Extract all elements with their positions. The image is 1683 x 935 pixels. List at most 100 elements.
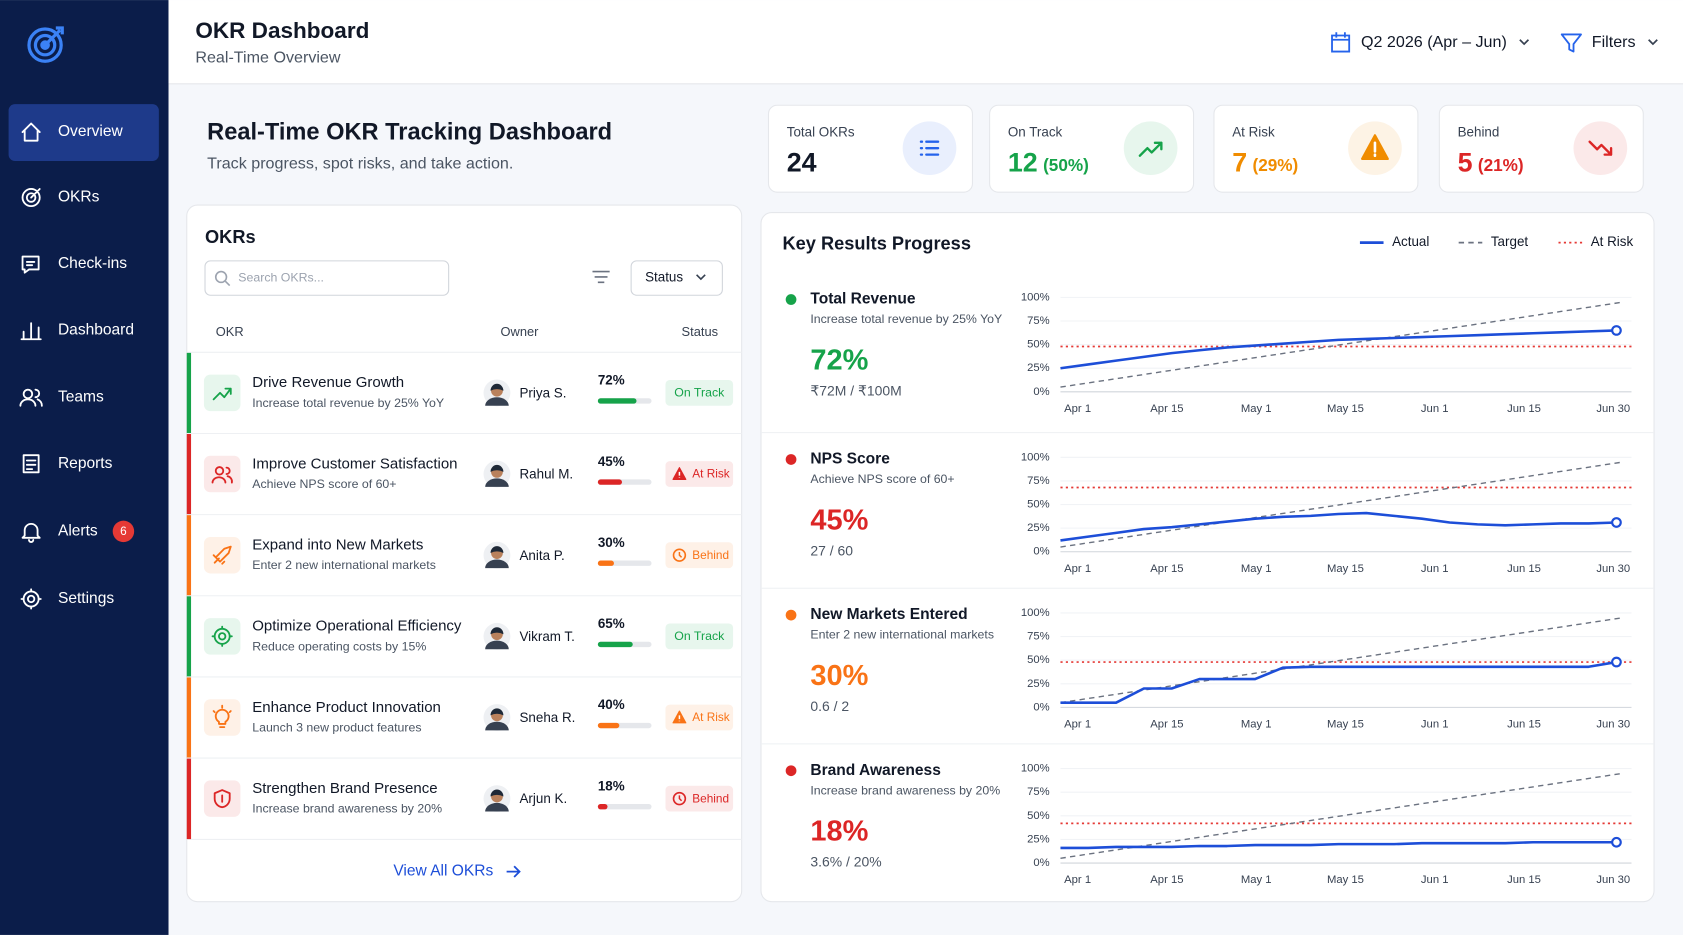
okr-subtitle: Launch 3 new product features bbox=[252, 720, 421, 734]
kpi-share: (50%) bbox=[1043, 155, 1089, 175]
y-tick-label: 25% bbox=[1027, 522, 1050, 534]
nav-item[interactable]: Reports bbox=[22, 454, 113, 474]
nav-badge-count: 6 bbox=[120, 524, 127, 538]
okr-row[interactable]: Improve Customer Satisfaction Achieve NPS… bbox=[186, 432, 742, 515]
x-tick-label: Apr 15 bbox=[1150, 719, 1183, 731]
kr-description: Increase brand awareness by 20% bbox=[810, 783, 1000, 797]
okr-row[interactable]: Enhance Product Innovation Launch 3 new p… bbox=[186, 676, 742, 758]
logo[interactable] bbox=[27, 26, 64, 63]
search-box[interactable]: Search OKRs... bbox=[204, 260, 450, 296]
key-result: Total Revenue Increase total revenue by 2… bbox=[785, 291, 1632, 415]
status-filter[interactable]: Status bbox=[630, 260, 723, 296]
kr-detail: 27 / 60 bbox=[810, 542, 853, 558]
period-label: Q2 2026 (Apr – Jun) bbox=[1361, 33, 1507, 51]
nav-item[interactable]: Settings bbox=[20, 588, 114, 610]
logo-arrow bbox=[43, 26, 64, 47]
progress-track bbox=[597, 803, 652, 810]
status-pill bbox=[665, 461, 734, 487]
x-tick-label: Apr 1 bbox=[1064, 563, 1091, 575]
period-selector[interactable]: Q2 2026 (Apr – Jun) bbox=[1331, 32, 1530, 53]
nav-icon bbox=[21, 522, 41, 543]
nav-item[interactable]: Check-ins bbox=[21, 255, 128, 274]
nav-item[interactable]: Overview bbox=[8, 104, 159, 162]
filters-label: Filters bbox=[1592, 33, 1636, 51]
nav-label: Reports bbox=[58, 455, 113, 472]
target-line bbox=[1060, 772, 1623, 859]
avatar bbox=[490, 789, 504, 797]
page-title: OKR Dashboard bbox=[195, 18, 369, 43]
actual-end-marker bbox=[1611, 656, 1622, 668]
okr-icon-bg bbox=[203, 699, 241, 736]
filters-button[interactable]: Filters bbox=[1560, 33, 1658, 53]
key-result: Brand Awareness Increase brand awareness … bbox=[760, 743, 1655, 886]
y-tick-label: 0% bbox=[1033, 546, 1049, 558]
x-tick-label: Jun 30 bbox=[1596, 719, 1630, 731]
view-all-link[interactable]: View All OKRs bbox=[393, 863, 521, 880]
x-tick-label: Jun 1 bbox=[1421, 874, 1449, 886]
y-tick-label: 0% bbox=[1033, 701, 1049, 713]
kr-name: New Markets Entered bbox=[810, 606, 967, 623]
x-tick-label: Jun 15 bbox=[1507, 563, 1541, 575]
legend-label: Actual bbox=[1392, 234, 1429, 249]
nav-item[interactable]: Teams bbox=[19, 388, 104, 407]
okrs-title: OKRs bbox=[205, 226, 256, 247]
nav-label: OKRs bbox=[58, 189, 100, 206]
nav-item[interactable]: Alerts 6 bbox=[21, 520, 135, 543]
avatar bbox=[490, 708, 504, 716]
status-pill bbox=[665, 380, 734, 406]
y-tick-label: 75% bbox=[1027, 315, 1050, 327]
okr-title: Drive Revenue Growth bbox=[252, 374, 404, 391]
x-tick-label: Apr 1 bbox=[1064, 719, 1091, 731]
hero-subtitle: Track progress, spot risks, and take act… bbox=[207, 155, 513, 173]
y-tick-label: 50% bbox=[1027, 339, 1050, 351]
kpi-card: Total OKRs 24 bbox=[767, 104, 973, 193]
okr-row[interactable]: Strengthen Brand Presence Increase brand … bbox=[186, 757, 742, 840]
actual-end-marker bbox=[1611, 325, 1622, 336]
nav-item[interactable]: Dashboard bbox=[20, 322, 134, 341]
okr-icon bbox=[213, 789, 231, 809]
avatar bbox=[485, 721, 509, 731]
nav-active-bg bbox=[8, 104, 159, 162]
sort-button[interactable] bbox=[592, 270, 610, 284]
status-pill bbox=[665, 785, 734, 812]
x-tick-label: Apr 15 bbox=[1150, 874, 1183, 886]
actual-line bbox=[1060, 329, 1617, 370]
nav-icon bbox=[20, 588, 42, 610]
kr-description: Enter 2 new international markets bbox=[810, 628, 994, 642]
nav-icon bbox=[20, 322, 42, 341]
okr-title: Enhance Product Innovation bbox=[252, 699, 441, 716]
x-tick-label: Jun 1 bbox=[1421, 403, 1449, 415]
actual-end-marker bbox=[1611, 836, 1622, 848]
y-tick-label: 0% bbox=[1033, 857, 1049, 869]
arrow-icon bbox=[506, 865, 521, 878]
x-tick-label: May 15 bbox=[1327, 874, 1364, 886]
progress-label: 18% bbox=[598, 778, 625, 793]
avatar bbox=[485, 802, 509, 812]
progress-label: 30% bbox=[598, 535, 625, 550]
column-header: Owner bbox=[501, 324, 540, 339]
x-tick-label: May 1 bbox=[1241, 874, 1272, 886]
kpi-card-bg bbox=[767, 104, 973, 193]
y-tick-label: 75% bbox=[1027, 475, 1050, 487]
status-icon bbox=[678, 551, 683, 558]
status-icon bbox=[672, 791, 687, 806]
status-select-label: Status bbox=[645, 270, 683, 285]
y-tick-label: 75% bbox=[1027, 631, 1050, 643]
okr-row[interactable]: Drive Revenue Growth Increase total reven… bbox=[186, 351, 742, 434]
nav-icon bbox=[21, 255, 40, 274]
status-label: At Risk bbox=[692, 467, 729, 481]
okr-icon bbox=[211, 625, 233, 647]
kr-value: 72% bbox=[810, 344, 868, 376]
nav-item[interactable]: OKRs bbox=[21, 188, 100, 208]
okr-row[interactable]: Optimize Operational Efficiency Reduce op… bbox=[186, 595, 742, 677]
okr-row[interactable]: Expand into New Markets Enter 2 new inter… bbox=[186, 514, 742, 596]
legend-item: At Risk bbox=[1558, 234, 1633, 249]
progress-bar bbox=[597, 641, 633, 648]
avatar bbox=[485, 478, 509, 487]
x-tick-label: Apr 1 bbox=[1064, 403, 1091, 415]
target-line bbox=[1060, 301, 1623, 388]
actual-line bbox=[1060, 660, 1617, 704]
okr-icon bbox=[212, 704, 232, 729]
x-tick-label: Jun 15 bbox=[1507, 403, 1541, 415]
